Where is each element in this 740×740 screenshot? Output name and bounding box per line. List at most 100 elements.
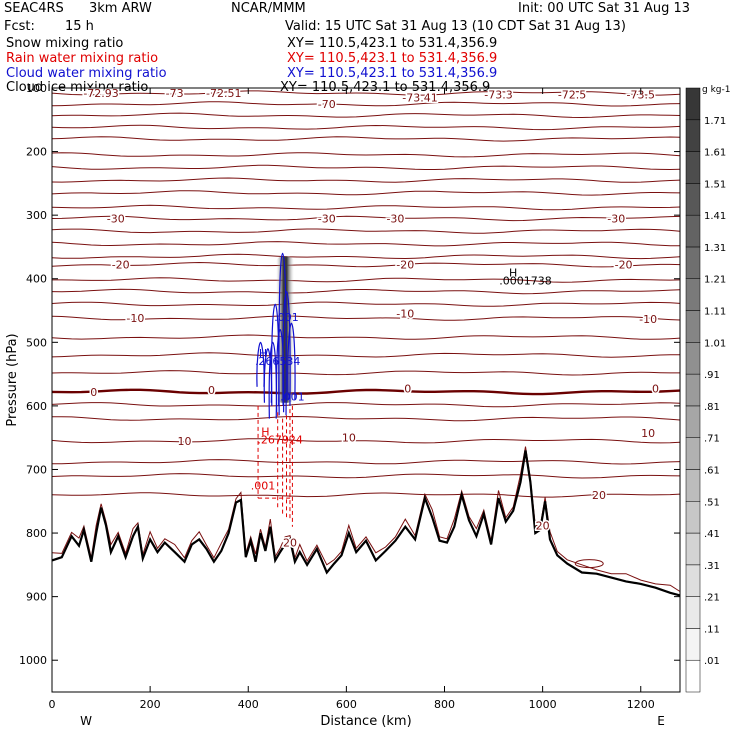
- cloud-water-contour: [287, 322, 296, 400]
- temperature-contour: [52, 415, 681, 422]
- colorbar: .01 .11 .21 .31 .41 .51 .61 .71 .81 .91 1.01 1.11 1.…: [685, 85, 730, 693]
- colorbar-cell: [685, 342, 701, 375]
- closed-contour: [574, 559, 604, 569]
- annotation: .001: [280, 390, 305, 403]
- temperature-label: -10: [126, 312, 144, 325]
- temperature-label: -10: [396, 308, 414, 321]
- colorbar-label: .61: [704, 465, 720, 476]
- temperature-label: -70: [318, 98, 336, 111]
- x-tick-label: 400: [238, 698, 259, 711]
- experiment-label: SEAC4RS: [4, 1, 64, 16]
- colorbar-label: .91: [704, 370, 720, 381]
- temperature-label: 20: [592, 489, 606, 502]
- annotation: H: [259, 347, 267, 360]
- colorbar-unit: g kg-1: [702, 85, 730, 95]
- temperature-contour: [52, 277, 681, 283]
- colorbar-label: 1.11: [704, 307, 726, 318]
- colorbar-label: 1.01: [704, 338, 726, 349]
- temperature-label: 0: [652, 383, 659, 396]
- cloud-water-contour: [282, 290, 291, 406]
- y-tick-label: 500: [26, 336, 47, 349]
- init-time: Init: 00 UTC Sat 31 Aug 13: [518, 1, 691, 16]
- colorbar-cell: [685, 596, 701, 629]
- colorbar-cell: [685, 214, 701, 248]
- cloud-water-contour: [256, 341, 265, 387]
- x-tick-label: 800: [434, 698, 455, 711]
- terrain-line: [51, 450, 681, 597]
- temperature-label: -72.93: [83, 87, 118, 100]
- surface-contour: [51, 446, 681, 592]
- colorbar-cell: [685, 659, 701, 693]
- field-label-rain: Rain water mixing ratio: [6, 51, 159, 66]
- y-tick-label: 1000: [19, 654, 47, 667]
- colorbar-label: 1.41: [704, 211, 726, 222]
- annotation: H: [509, 266, 517, 279]
- model-label: 3km ARW: [89, 1, 152, 16]
- x-tick-label: 1000: [529, 698, 557, 711]
- contour-labels: -72.93 -73 -72.51 -70 -73.41 -73.3 -72.5 -73.5 -…: [82, 86, 661, 552]
- fcst-value: 15 h: [65, 19, 94, 34]
- temperature-label: -30: [386, 212, 404, 225]
- temperature-contour: [51, 152, 681, 158]
- terrain-lines: [51, 446, 681, 597]
- colorbar-cell: [685, 87, 701, 121]
- temperature-label: -72.51: [206, 87, 241, 100]
- colorbar-cell: [685, 469, 701, 502]
- y-tick-label: 900: [26, 591, 47, 604]
- colorbar-cell: [685, 183, 701, 216]
- temperature-contour: [51, 301, 681, 307]
- temperature-contour: [51, 164, 681, 171]
- temperature-label: 20: [283, 537, 297, 550]
- temperature-label: -10: [639, 313, 657, 326]
- colorbar-label: .31: [704, 561, 720, 572]
- colorbar-label: 1.61: [704, 148, 726, 159]
- temperature-label: -73: [166, 87, 184, 100]
- temperature-contour: [51, 228, 681, 234]
- y-axis-label: Pressure (hPa): [5, 333, 20, 426]
- annotation: .0001738: [499, 275, 552, 288]
- y-tick-label: 700: [26, 463, 47, 476]
- colorbar-label: 1.21: [704, 275, 726, 286]
- temperature-contour: [51, 215, 681, 222]
- y-tick-label: 400: [26, 273, 47, 286]
- temperature-label: -20: [615, 259, 633, 272]
- temperature-label: 10: [177, 435, 191, 448]
- annotation: H: [261, 425, 269, 438]
- colorbar-label: .71: [704, 434, 720, 445]
- colorbar-cell: [685, 246, 701, 279]
- temperature-label: -73.3: [484, 88, 512, 101]
- temperature-label: -30: [607, 212, 625, 225]
- colorbar-cell: [685, 151, 701, 184]
- x-tick-label: 0: [49, 698, 56, 711]
- annotation: .267924: [257, 434, 303, 447]
- west-label: W: [80, 714, 92, 728]
- temperature-label: -20: [112, 259, 130, 272]
- temperature-contour: [51, 402, 681, 408]
- colorbar-cell: [685, 278, 701, 311]
- cloud-water-contour: [268, 341, 278, 419]
- colorbar-label: .01: [704, 656, 720, 667]
- x-tick-label: 1200: [627, 698, 655, 711]
- colorbar-label: .21: [704, 593, 720, 604]
- colorbar-cell: [685, 532, 701, 566]
- colorbar-label: 1.31: [704, 243, 726, 254]
- colorbar-cell: [685, 373, 701, 407]
- temperature-contour: [51, 315, 681, 321]
- temperature-contour: [51, 190, 681, 196]
- temperature-label: -20: [396, 259, 414, 272]
- annotation: .266534: [255, 355, 301, 368]
- x-tick-label: 600: [336, 698, 357, 711]
- temperature-label: 0: [90, 386, 97, 399]
- annotation: .001: [274, 311, 299, 324]
- colorbar-cell: [685, 501, 701, 534]
- temperature-contour: [51, 124, 681, 131]
- cloud-water-contour: [278, 252, 287, 416]
- colorbar-cell: [685, 119, 701, 152]
- temperature-contour: [51, 101, 681, 107]
- annotation: .001: [251, 479, 276, 492]
- field-xy-cloud-water: XY= 110.5,423.1 to 531.4,356.9: [287, 66, 498, 81]
- colorbar-cell: [685, 628, 701, 661]
- temperature-contour: [51, 288, 681, 295]
- temperature-contour: [51, 492, 681, 498]
